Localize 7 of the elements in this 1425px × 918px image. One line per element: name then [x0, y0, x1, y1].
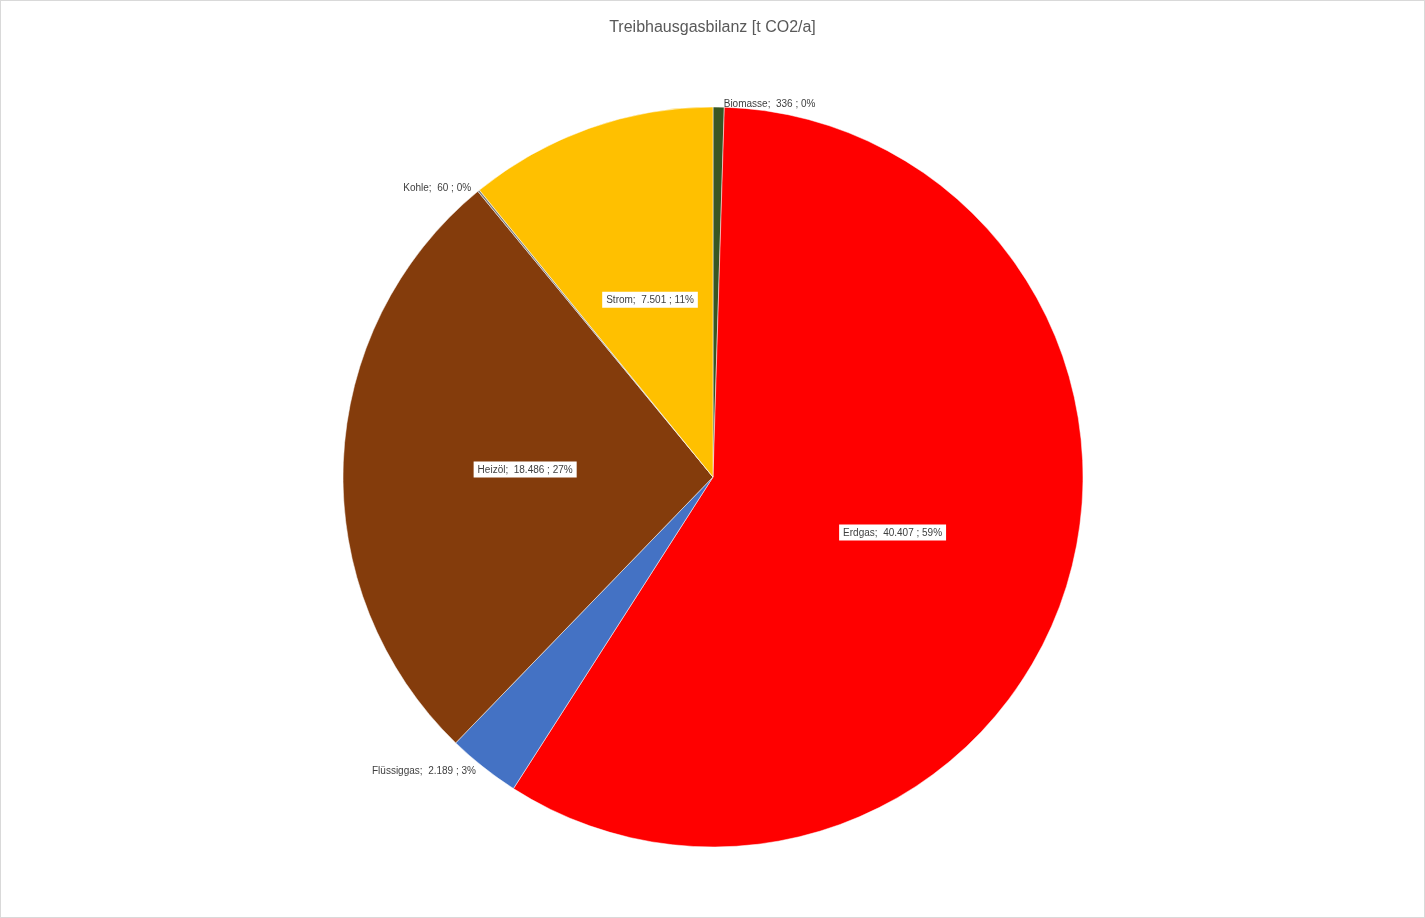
- slice-label: Kohle; 60 ; 0%: [403, 182, 472, 194]
- slice-label: Flüssiggas; 2.189 ; 3%: [372, 764, 477, 776]
- chart-title: Treibhausgasbilanz [t CO2/a]: [609, 17, 816, 35]
- slice-label: Biomasse; 336 ; 0%: [723, 97, 816, 109]
- slice-label: Strom; 7.501 ; 11%: [606, 294, 694, 306]
- slice-label: Heizöl; 18.486 ; 27%: [477, 463, 573, 475]
- slice-label: Erdgas; 40.407 ; 59%: [843, 527, 943, 539]
